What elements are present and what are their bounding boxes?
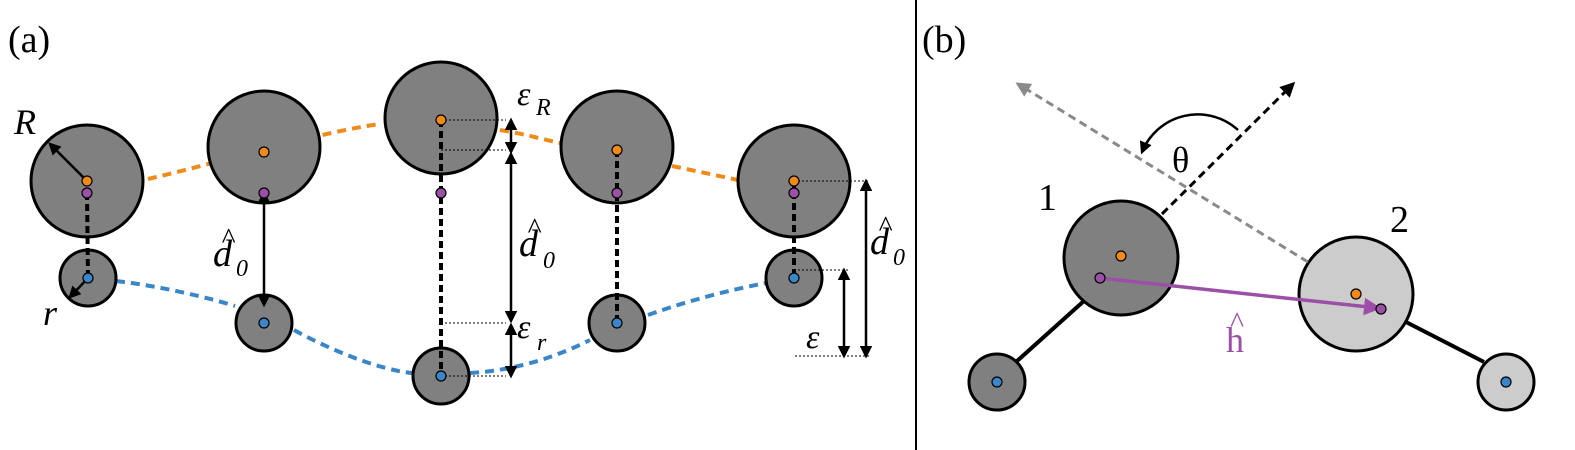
svg-text:^: ^ <box>1230 306 1244 339</box>
black-direction-arrow <box>1160 81 1296 216</box>
d0-label-left: ^ d 0 <box>213 222 248 282</box>
theta-label: θ <box>1172 140 1189 180</box>
r-label: r <box>43 293 58 333</box>
panel-b-label: (b) <box>922 19 966 61</box>
midpoints <box>81 187 800 199</box>
particle-2-midpoint <box>1375 303 1387 315</box>
eps-label: ε <box>806 319 820 356</box>
particle-1-small-center <box>991 376 1003 388</box>
svg-text:d: d <box>870 221 890 263</box>
h-label: ^ h <box>1226 306 1244 360</box>
svg-text:0: 0 <box>893 245 905 271</box>
svg-text:R: R <box>535 95 551 121</box>
svg-text:ε: ε <box>517 309 531 346</box>
particle-1-center <box>1115 250 1127 262</box>
svg-text:^: ^ <box>878 210 893 243</box>
particle-2-center <box>1350 288 1362 300</box>
R-label: R <box>13 102 36 142</box>
blue-curve <box>115 279 767 375</box>
particle-2-small-center <box>1500 376 1512 388</box>
large-centers <box>81 114 800 187</box>
R-arrow <box>48 142 88 182</box>
theta-arc <box>1139 113 1239 155</box>
panel-a-label: (a) <box>8 19 50 61</box>
svg-text:0: 0 <box>236 256 248 282</box>
svg-text:0: 0 <box>543 248 555 274</box>
particle-2-number: 2 <box>1390 199 1409 241</box>
svg-text:d: d <box>213 233 233 275</box>
h-arrow <box>1099 276 1382 316</box>
svg-text:r: r <box>537 330 547 356</box>
svg-text:ε: ε <box>517 76 531 113</box>
svg-text:h: h <box>1226 320 1244 360</box>
gray-direction-arrow <box>1015 82 1309 264</box>
svg-text:^: ^ <box>221 222 236 255</box>
connector-1 <box>85 192 90 279</box>
epsr-label: ε r <box>517 309 547 356</box>
d0-label-right: ^ d 0 <box>870 210 905 271</box>
small-centers <box>82 272 800 382</box>
panel-a: (a) R r <box>8 19 905 406</box>
epsR-label: ε R <box>517 76 551 121</box>
particle-1-midpoint <box>1094 272 1106 284</box>
rod-2 <box>1405 320 1485 364</box>
rod-1 <box>1014 298 1087 364</box>
svg-text:^: ^ <box>527 212 542 245</box>
d0-label-mid: ^ d 0 <box>519 212 555 274</box>
svg-text:d: d <box>519 223 539 265</box>
particle-1-number: 1 <box>1038 177 1057 219</box>
panel-b: (b) θ ^ h 1 2 <box>922 19 1536 412</box>
